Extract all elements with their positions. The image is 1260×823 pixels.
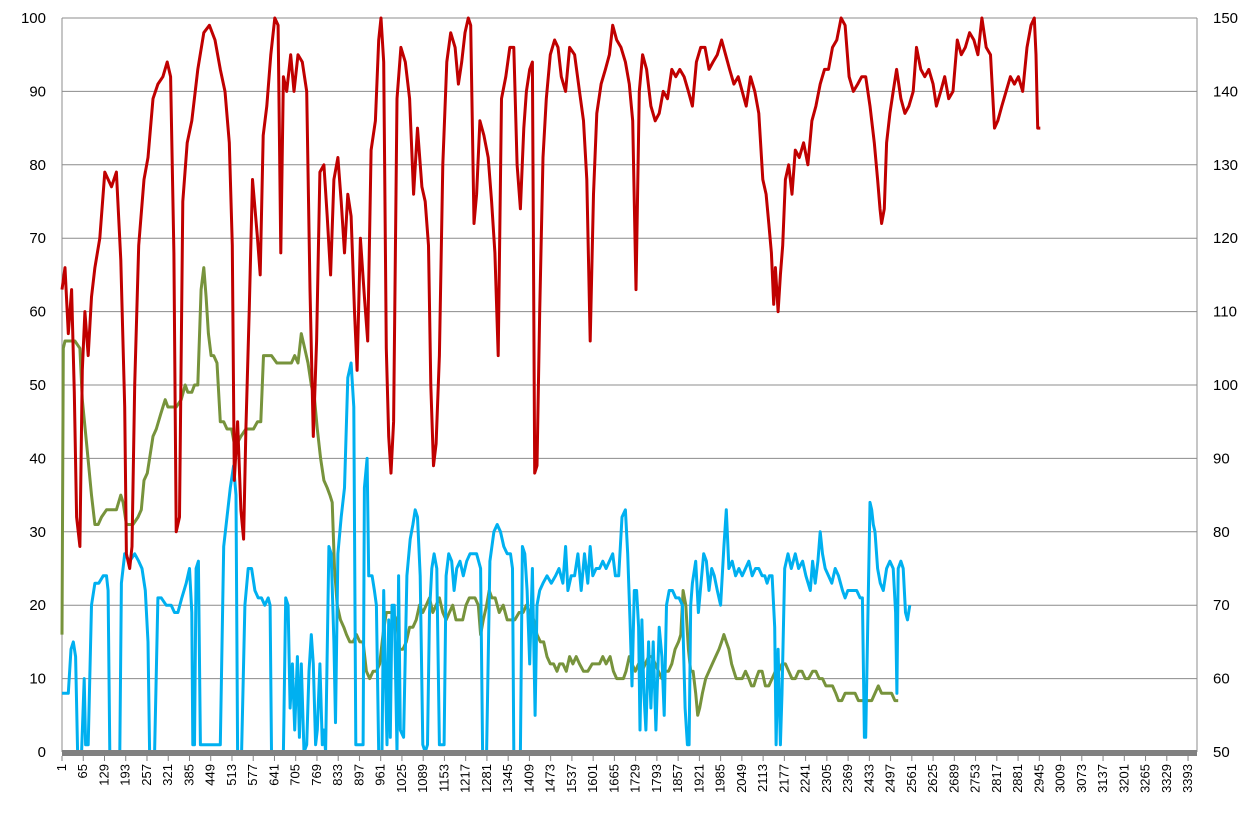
- x-tick-label: 1025: [394, 764, 409, 793]
- x-tick-label: 833: [330, 764, 345, 786]
- y-tick-label-left: 90: [29, 83, 46, 100]
- series-line-1: [60, 16, 1041, 570]
- x-tick-label: 2433: [861, 764, 876, 793]
- y-tick-label-right: 60: [1213, 671, 1230, 688]
- x-tick-label: 1473: [543, 764, 558, 793]
- x-tick-label: 1537: [564, 764, 579, 793]
- x-tick-label: 2369: [840, 764, 855, 793]
- y-axis-left: 0 10 20 30 40 50 60 70 80 90 100: [21, 10, 46, 761]
- x-tick-label: 1409: [521, 764, 536, 793]
- x-tick-label: 1793: [649, 764, 664, 793]
- x-tick-label: 65: [75, 764, 90, 778]
- y-tick-label-right: 90: [1213, 450, 1230, 467]
- x-tick-label: 1985: [713, 764, 728, 793]
- x-tick-label: 577: [245, 764, 260, 786]
- y-tick-label-left: 100: [21, 10, 46, 27]
- x-axis-bar: [62, 750, 1197, 756]
- y-tick-label-left: 50: [29, 377, 46, 394]
- x-tick-label: 193: [118, 764, 133, 786]
- x-tick-label: 1281: [479, 764, 494, 793]
- x-tick-label: 3073: [1074, 764, 1089, 793]
- x-tick-label: 897: [351, 764, 366, 786]
- y-tick-label-left: 80: [29, 157, 46, 174]
- y-tick-label-right: 110: [1213, 304, 1237, 321]
- x-tick-label: 1089: [415, 764, 430, 793]
- x-tick-label: 1217: [458, 764, 473, 793]
- series-line-2: [62, 361, 912, 754]
- x-tick-label: 321: [160, 764, 175, 786]
- y-tick-label-left: 10: [29, 671, 46, 688]
- x-tick-label: 769: [309, 764, 324, 786]
- y-tick-label-right: 130: [1213, 157, 1238, 174]
- y-tick-label-right: 50: [1213, 744, 1230, 761]
- x-tick-label: 1: [54, 764, 69, 771]
- y-axis-right: 50 60 70 80 90 100 110 120 130 140 150: [1213, 10, 1238, 761]
- y-tick-label-left: 40: [29, 450, 46, 467]
- x-tick-label: 1921: [691, 764, 706, 793]
- x-tick-label: 3137: [1095, 764, 1110, 793]
- gridlines: [61, 17, 1198, 753]
- x-axis: 1 65 129 193 257 321 385 449 513 577 641 705 769 833 8…: [54, 756, 1195, 793]
- x-tick-label: 641: [267, 764, 282, 786]
- x-tick-label: 449: [203, 764, 218, 786]
- x-tick-label: 2305: [819, 764, 834, 793]
- x-tick-label: 1729: [628, 764, 643, 793]
- x-tick-label: 2049: [734, 764, 749, 793]
- x-tick-label: 3201: [1116, 764, 1131, 793]
- x-tick-label: 1857: [670, 764, 685, 793]
- x-tick-label: 705: [288, 764, 303, 786]
- x-tick-label: 2689: [946, 764, 961, 793]
- y-tick-label-right: 140: [1213, 83, 1238, 100]
- y-tick-label-right: 120: [1213, 230, 1238, 247]
- y-tick-label-right: 70: [1213, 597, 1230, 614]
- x-tick-label: 3393: [1180, 764, 1195, 793]
- x-tick-label: 3265: [1138, 764, 1153, 793]
- x-axis-baseline: [62, 750, 1197, 756]
- x-tick-label: 2241: [798, 764, 813, 793]
- y-tick-label-right: 150: [1213, 10, 1238, 27]
- x-tick-label: 385: [182, 764, 197, 786]
- x-tick-label: 513: [224, 764, 239, 786]
- x-tick-label: 3329: [1159, 764, 1174, 793]
- x-tick-label: 2497: [883, 764, 898, 793]
- y-tick-label-left: 0: [38, 744, 46, 761]
- x-tick-label: 257: [139, 764, 154, 786]
- x-tick-label: 129: [97, 764, 112, 786]
- x-tick-label: 961: [373, 764, 388, 786]
- y-tick-label-left: 20: [29, 597, 46, 614]
- x-tick-label: 1345: [500, 764, 515, 793]
- x-tick-label: 2177: [776, 764, 791, 793]
- y-tick-label-left: 60: [29, 304, 46, 321]
- x-tick-label: 1601: [585, 764, 600, 793]
- x-tick-label: 3009: [1053, 764, 1068, 793]
- x-tick-label: 2881: [1010, 764, 1025, 793]
- y-tick-label-left: 70: [29, 230, 46, 247]
- x-tick-label: 2753: [968, 764, 983, 793]
- x-tick-label: 2625: [925, 764, 940, 793]
- x-tick-label: 1153: [436, 764, 451, 792]
- y-tick-label-left: 30: [29, 524, 46, 541]
- y-tick-label-right: 100: [1213, 377, 1238, 394]
- x-tick-label: 1665: [606, 764, 621, 793]
- x-tick-label: 2817: [989, 764, 1004, 793]
- series-layer: [60, 16, 1041, 754]
- y-tick-label-right: 80: [1213, 524, 1230, 541]
- x-tick-label: 2561: [904, 764, 919, 793]
- x-tick-label: 2945: [1031, 764, 1046, 793]
- x-tick-label: 2113: [755, 764, 770, 792]
